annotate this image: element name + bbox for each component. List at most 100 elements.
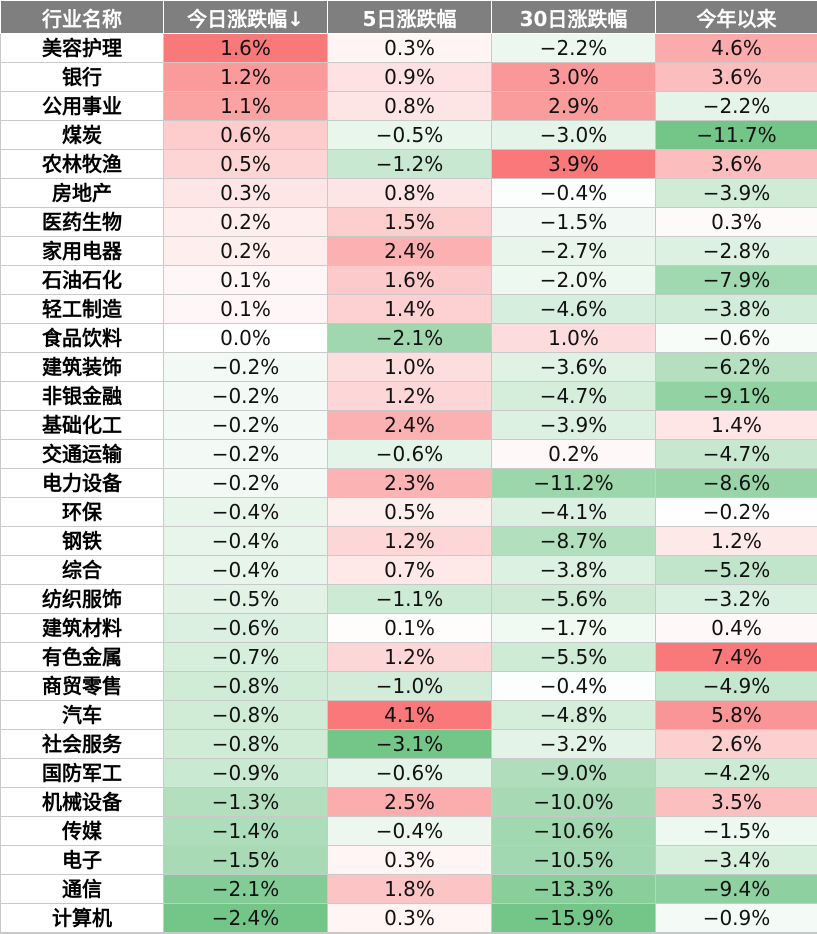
- table-row: 建筑材料−0.6%0.1%−1.7%0.4%: [1, 614, 817, 643]
- industry-name-cell: 美容护理: [1, 34, 164, 63]
- today-change-cell: −0.4%: [164, 556, 328, 585]
- industry-name-cell: 基础化工: [1, 411, 164, 440]
- table-row: 传媒−1.4%−0.4%−10.6%−1.5%: [1, 817, 817, 846]
- five-day-change-cell: 1.2%: [328, 527, 492, 556]
- industry-name-cell: 机械设备: [1, 788, 164, 817]
- thirty-day-change-cell: −4.1%: [492, 498, 656, 527]
- industry-name-cell: 公用事业: [1, 92, 164, 121]
- today-change-cell: −0.6%: [164, 614, 328, 643]
- industry-name-cell: 电力设备: [1, 469, 164, 498]
- today-change-cell: 0.5%: [164, 150, 328, 179]
- column-header-industry[interactable]: 行业名称: [1, 1, 164, 34]
- today-change-cell: −2.4%: [164, 904, 328, 934]
- industry-name-cell: 商贸零售: [1, 672, 164, 701]
- thirty-day-change-cell: −3.0%: [492, 121, 656, 150]
- industry-name-cell: 建筑材料: [1, 614, 164, 643]
- ytd-change-cell: −8.6%: [656, 469, 817, 498]
- thirty-day-change-cell: −1.5%: [492, 208, 656, 237]
- table-row: 有色金属−0.7%1.2%−5.5%7.4%: [1, 643, 817, 672]
- thirty-day-change-cell: −8.7%: [492, 527, 656, 556]
- today-change-cell: −0.4%: [164, 527, 328, 556]
- five-day-change-cell: 2.5%: [328, 788, 492, 817]
- ytd-change-cell: 1.4%: [656, 411, 817, 440]
- thirty-day-change-cell: −2.0%: [492, 266, 656, 295]
- five-day-change-cell: 0.1%: [328, 614, 492, 643]
- ytd-change-cell: 3.6%: [656, 150, 817, 179]
- today-change-cell: −0.7%: [164, 643, 328, 672]
- ytd-change-cell: −7.9%: [656, 266, 817, 295]
- column-header-30day-change[interactable]: 30日涨跌幅: [492, 1, 656, 34]
- table-row: 纺织服饰−0.5%−1.1%−5.6%−3.2%: [1, 585, 817, 614]
- table-row: 钢铁−0.4%1.2%−8.7%1.2%: [1, 527, 817, 556]
- column-header-5day-change[interactable]: 5日涨跌幅: [328, 1, 492, 34]
- ytd-change-cell: −2.8%: [656, 237, 817, 266]
- industry-name-cell: 轻工制造: [1, 295, 164, 324]
- industry-name-cell: 社会服务: [1, 730, 164, 759]
- thirty-day-change-cell: −4.8%: [492, 701, 656, 730]
- today-change-cell: −0.8%: [164, 701, 328, 730]
- today-change-cell: −0.2%: [164, 469, 328, 498]
- five-day-change-cell: 0.5%: [328, 498, 492, 527]
- five-day-change-cell: −0.4%: [328, 817, 492, 846]
- thirty-day-change-cell: 2.9%: [492, 92, 656, 121]
- ytd-change-cell: −3.8%: [656, 295, 817, 324]
- today-change-cell: −0.2%: [164, 411, 328, 440]
- thirty-day-change-cell: −10.6%: [492, 817, 656, 846]
- five-day-change-cell: −2.1%: [328, 324, 492, 353]
- table-row: 机械设备−1.3%2.5%−10.0%3.5%: [1, 788, 817, 817]
- thirty-day-change-cell: −2.2%: [492, 34, 656, 63]
- ytd-change-cell: −11.7%: [656, 121, 817, 150]
- thirty-day-change-cell: −0.4%: [492, 179, 656, 208]
- thirty-day-change-cell: −0.4%: [492, 672, 656, 701]
- industry-name-cell: 有色金属: [1, 643, 164, 672]
- today-change-cell: 0.1%: [164, 295, 328, 324]
- industry-name-cell: 综合: [1, 556, 164, 585]
- five-day-change-cell: 0.7%: [328, 556, 492, 585]
- industry-name-cell: 钢铁: [1, 527, 164, 556]
- industry-name-cell: 银行: [1, 63, 164, 92]
- table-row: 商贸零售−0.8%−1.0%−0.4%−4.9%: [1, 672, 817, 701]
- table-row: 通信−2.1%1.8%−13.3%−9.4%: [1, 875, 817, 904]
- industry-name-cell: 非银金融: [1, 382, 164, 411]
- five-day-change-cell: −1.1%: [328, 585, 492, 614]
- industry-name-cell: 交通运输: [1, 440, 164, 469]
- industry-name-cell: 通信: [1, 875, 164, 904]
- today-change-cell: −2.1%: [164, 875, 328, 904]
- five-day-change-cell: 2.3%: [328, 469, 492, 498]
- today-change-cell: 0.0%: [164, 324, 328, 353]
- industry-name-cell: 汽车: [1, 701, 164, 730]
- ytd-change-cell: −9.1%: [656, 382, 817, 411]
- ytd-change-cell: −1.5%: [656, 817, 817, 846]
- today-change-cell: −0.9%: [164, 759, 328, 788]
- header-row: 行业名称 今日涨跌幅↓ 5日涨跌幅 30日涨跌幅 今年以来: [1, 1, 817, 34]
- today-change-cell: 1.6%: [164, 34, 328, 63]
- thirty-day-change-cell: −15.9%: [492, 904, 656, 934]
- ytd-change-cell: −4.2%: [656, 759, 817, 788]
- table-row: 电力设备−0.2%2.3%−11.2%−8.6%: [1, 469, 817, 498]
- today-change-cell: 1.2%: [164, 63, 328, 92]
- ytd-change-cell: 3.5%: [656, 788, 817, 817]
- today-change-cell: 0.3%: [164, 179, 328, 208]
- today-change-cell: −0.2%: [164, 440, 328, 469]
- today-change-cell: 0.2%: [164, 208, 328, 237]
- thirty-day-change-cell: −4.7%: [492, 382, 656, 411]
- today-change-cell: −0.4%: [164, 498, 328, 527]
- five-day-change-cell: 1.6%: [328, 266, 492, 295]
- thirty-day-change-cell: 0.2%: [492, 440, 656, 469]
- table-row: 非银金融−0.2%1.2%−4.7%−9.1%: [1, 382, 817, 411]
- industry-name-cell: 煤炭: [1, 121, 164, 150]
- ytd-change-cell: −0.2%: [656, 498, 817, 527]
- today-change-cell: −0.2%: [164, 353, 328, 382]
- column-header-today-change[interactable]: 今日涨跌幅↓: [164, 1, 328, 34]
- thirty-day-change-cell: −3.6%: [492, 353, 656, 382]
- column-header-ytd-change[interactable]: 今年以来: [656, 1, 817, 34]
- today-change-cell: 0.2%: [164, 237, 328, 266]
- five-day-change-cell: 0.8%: [328, 179, 492, 208]
- table-row: 交通运输−0.2%−0.6%0.2%−4.7%: [1, 440, 817, 469]
- five-day-change-cell: −1.0%: [328, 672, 492, 701]
- ytd-change-cell: −4.9%: [656, 672, 817, 701]
